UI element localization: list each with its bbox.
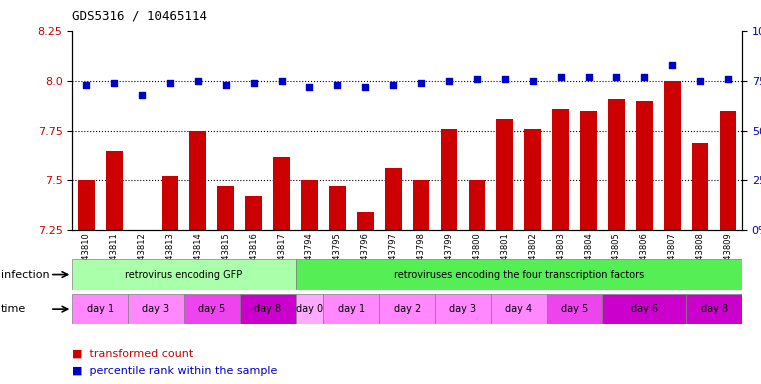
Bar <box>580 111 597 230</box>
Bar <box>546 294 603 324</box>
Bar <box>469 180 486 230</box>
Text: day 3: day 3 <box>142 304 170 314</box>
Point <box>498 76 511 82</box>
Text: retrovirus encoding GFP: retrovirus encoding GFP <box>126 270 243 280</box>
Bar <box>329 187 345 230</box>
Text: day 0: day 0 <box>296 304 323 314</box>
Bar <box>240 294 295 324</box>
Bar <box>295 294 323 324</box>
Bar <box>692 142 708 230</box>
Bar <box>412 180 429 230</box>
Text: day 3: day 3 <box>450 304 476 314</box>
Point <box>527 78 539 84</box>
Bar <box>552 109 569 230</box>
Text: day 5: day 5 <box>561 304 588 314</box>
Text: retroviruses encoding the four transcription factors: retroviruses encoding the four transcrip… <box>393 270 644 280</box>
Point <box>610 74 622 80</box>
Bar <box>720 111 737 230</box>
Text: day 6: day 6 <box>631 304 658 314</box>
Point <box>555 74 567 80</box>
Point <box>220 81 232 88</box>
Point <box>638 74 651 80</box>
Bar <box>78 180 94 230</box>
Point <box>387 81 400 88</box>
Bar <box>385 169 402 230</box>
Bar <box>189 131 206 230</box>
Text: ■  transformed count: ■ transformed count <box>72 349 193 359</box>
Bar <box>686 294 742 324</box>
Point <box>192 78 204 84</box>
Bar <box>357 212 374 230</box>
Text: day 8: day 8 <box>254 304 281 314</box>
Point <box>164 79 176 86</box>
Point <box>108 79 120 86</box>
Text: day 5: day 5 <box>198 304 225 314</box>
Point <box>275 78 288 84</box>
Bar <box>524 129 541 230</box>
Point <box>666 61 678 68</box>
Point <box>443 78 455 84</box>
Bar <box>301 180 318 230</box>
Text: infection: infection <box>1 270 49 280</box>
Point <box>415 79 427 86</box>
Point <box>80 81 92 88</box>
Point <box>136 91 148 98</box>
Bar <box>161 177 178 230</box>
Bar <box>636 101 653 230</box>
Bar <box>491 294 546 324</box>
Text: day 1: day 1 <box>338 304 365 314</box>
Text: day 2: day 2 <box>393 304 421 314</box>
Bar <box>72 259 295 290</box>
Text: day 1: day 1 <box>87 304 113 314</box>
Text: day 4: day 4 <box>505 304 532 314</box>
Bar <box>72 294 128 324</box>
Point <box>722 76 734 82</box>
Bar <box>441 129 457 230</box>
Bar <box>496 119 513 230</box>
Point <box>694 78 706 84</box>
Bar <box>295 259 742 290</box>
Bar <box>273 157 290 230</box>
Point <box>304 84 316 90</box>
Bar <box>664 81 680 230</box>
Bar <box>128 294 184 324</box>
Bar <box>218 187 234 230</box>
Text: time: time <box>1 304 26 314</box>
Bar <box>608 99 625 230</box>
Bar <box>245 197 262 230</box>
Point <box>471 76 483 82</box>
Bar <box>106 151 123 230</box>
Bar <box>435 294 491 324</box>
Point <box>359 84 371 90</box>
Point <box>331 81 343 88</box>
Text: day 8: day 8 <box>701 304 728 314</box>
Bar <box>379 294 435 324</box>
Bar <box>323 294 379 324</box>
Bar <box>603 294 686 324</box>
Bar <box>184 294 240 324</box>
Text: GDS5316 / 10465114: GDS5316 / 10465114 <box>72 10 207 23</box>
Point <box>582 74 594 80</box>
Point <box>247 79 260 86</box>
Text: ■  percentile rank within the sample: ■ percentile rank within the sample <box>72 366 278 376</box>
